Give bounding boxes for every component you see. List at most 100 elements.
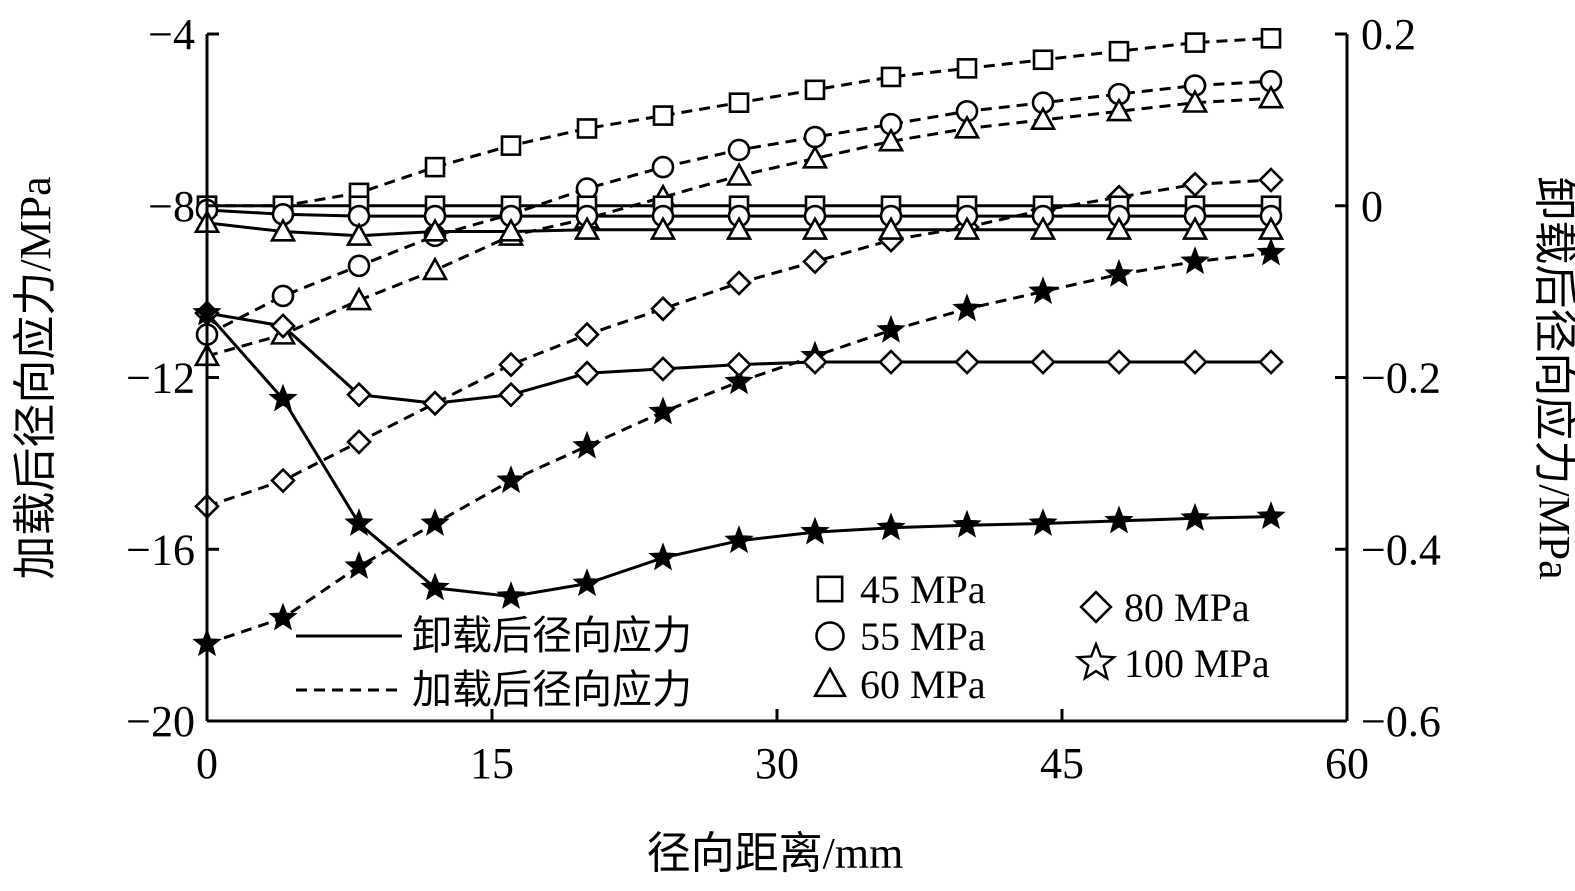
point-60mpa-dashed-13 [1181, 89, 1209, 113]
point-45mpa-dashed-10 [956, 58, 978, 79]
point-80mpa-dashed-4 [498, 351, 524, 378]
legend-star-icon [1074, 640, 1118, 682]
y-right-tick-label-4: −0.6 [1361, 697, 1441, 746]
legend-circle-icon [815, 621, 845, 651]
point-55mpa-dashed-7 [727, 138, 751, 162]
point-60mpa-solid-7 [725, 216, 753, 240]
point-80mpa-dashed-7 [726, 270, 752, 296]
point-60mpa-solid-3 [421, 217, 449, 242]
legend-55mpa-label: 55 MPa [860, 614, 986, 659]
point-100mpa-solid-4 [496, 581, 526, 609]
point-60mpa-solid-14 [1257, 216, 1285, 240]
y-axis-label-right: 卸载后径向应力/MPa [1530, 176, 1575, 579]
point-60mpa-solid-13 [1181, 216, 1209, 240]
point-60mpa-solid-5 [573, 216, 601, 240]
point-80mpa-dashed-6 [650, 295, 676, 322]
point-45mpa-dashed-14 [1260, 27, 1282, 49]
y-right-tick-label-3: −0.4 [1361, 525, 1441, 574]
point-100mpa-solid-6 [648, 542, 678, 571]
point-100mpa-solid-2 [344, 508, 374, 536]
point-80mpa-dashed-8 [802, 248, 828, 275]
point-45mpa-dashed-4 [500, 135, 522, 156]
point-80mpa-solid-2 [346, 381, 372, 408]
point-100mpa-dashed-14 [1256, 237, 1286, 266]
series-line-100mpa-dashed [206, 251, 1272, 646]
point-80mpa-dashed-2 [346, 429, 372, 455]
point-100mpa-solid-10 [952, 509, 982, 538]
legend-square-icon [816, 575, 844, 603]
point-100mpa-dashed-5 [572, 430, 602, 459]
point-80mpa-dashed-14 [1258, 167, 1284, 193]
y-left-tick-label-0: −4 [148, 10, 195, 59]
point-100mpa-dashed-11 [1028, 276, 1058, 305]
legend-80mpa-label: 80 MPa [1124, 585, 1250, 630]
point-45mpa-dashed-11 [1032, 49, 1054, 71]
point-80mpa-solid-14 [1258, 349, 1284, 375]
point-60mpa-solid-10 [953, 216, 981, 240]
point-60mpa-dashed-10 [953, 114, 981, 139]
point-55mpa-dashed-2 [347, 254, 371, 278]
y-left-tick-label-1: −8 [148, 182, 195, 231]
point-80mpa-dashed-1 [270, 467, 296, 494]
point-60mpa-solid-1 [269, 217, 297, 242]
y-left-tick-label-2: −12 [126, 354, 195, 403]
point-60mpa-solid-12 [1105, 216, 1133, 240]
point-100mpa-dashed-6 [648, 396, 678, 425]
series-layer [192, 27, 1286, 657]
y-right-tick-label-0: 0.2 [1361, 10, 1416, 59]
point-100mpa-dashed-9 [876, 314, 906, 343]
point-60mpa-dashed-8 [801, 144, 829, 169]
point-100mpa-solid-3 [420, 572, 450, 601]
legend-45mpa-label: 45 MPa [860, 567, 986, 612]
legend-marker-icons [812, 575, 1118, 698]
point-80mpa-dashed-13 [1182, 171, 1208, 198]
point-45mpa-dashed-5 [576, 118, 598, 139]
y-right-tick-label-2: −0.2 [1361, 354, 1441, 403]
point-45mpa-dashed-8 [804, 79, 826, 101]
x-axis-label: 径向距离/mm [647, 829, 904, 878]
x-tick-label-45: 45 [1040, 739, 1084, 788]
point-100mpa-dashed-3 [420, 508, 450, 536]
point-55mpa-dashed-6 [651, 155, 675, 179]
legend-100mpa-label: 100 MPa [1124, 641, 1270, 686]
point-100mpa-solid-13 [1180, 502, 1210, 531]
point-60mpa-dashed-11 [1029, 106, 1057, 130]
point-100mpa-dashed-2 [344, 550, 374, 579]
point-80mpa-solid-12 [1106, 349, 1132, 375]
point-80mpa-solid-3 [422, 390, 448, 417]
point-80mpa-solid-9 [878, 349, 904, 375]
point-60mpa-solid-11 [1029, 216, 1057, 240]
point-100mpa-solid-14 [1256, 501, 1286, 530]
point-80mpa-solid-1 [270, 313, 296, 339]
point-45mpa-dashed-13 [1184, 32, 1206, 53]
point-100mpa-solid-7 [724, 525, 754, 554]
point-100mpa-solid-5 [572, 568, 602, 597]
point-80mpa-dashed-5 [574, 321, 600, 348]
point-100mpa-solid-8 [800, 516, 830, 545]
x-tick-label-30: 30 [755, 739, 799, 788]
point-80mpa-solid-5 [574, 360, 600, 387]
point-60mpa-solid-6 [649, 216, 677, 240]
y-left-tick-label-4: −20 [126, 697, 195, 746]
point-80mpa-solid-13 [1182, 349, 1208, 375]
x-tick-label-15: 15 [470, 739, 514, 788]
point-80mpa-solid-6 [650, 356, 676, 382]
point-80mpa-solid-8 [802, 349, 828, 375]
point-55mpa-dashed-1 [271, 284, 295, 308]
point-45mpa-dashed-12 [1108, 40, 1130, 62]
point-100mpa-dashed-4 [496, 465, 526, 494]
y-axis-label-left: 加载后径向应力/MPa [11, 176, 60, 579]
point-80mpa-solid-7 [726, 351, 752, 378]
point-60mpa-dashed-3 [421, 256, 449, 281]
legend-diamond-icon [1079, 590, 1113, 624]
point-100mpa-dashed-1 [268, 602, 298, 631]
point-60mpa-solid-4 [497, 217, 525, 242]
legend-triangle-icon [812, 666, 848, 698]
point-100mpa-dashed-13 [1180, 246, 1210, 275]
y-right-tick-label-1: 0 [1361, 182, 1383, 231]
legend-dashed-line-label: 加载后径向应力 [412, 667, 692, 712]
point-60mpa-dashed-2 [345, 286, 373, 311]
point-80mpa-solid-4 [498, 381, 524, 408]
point-100mpa-solid-1 [268, 383, 298, 412]
